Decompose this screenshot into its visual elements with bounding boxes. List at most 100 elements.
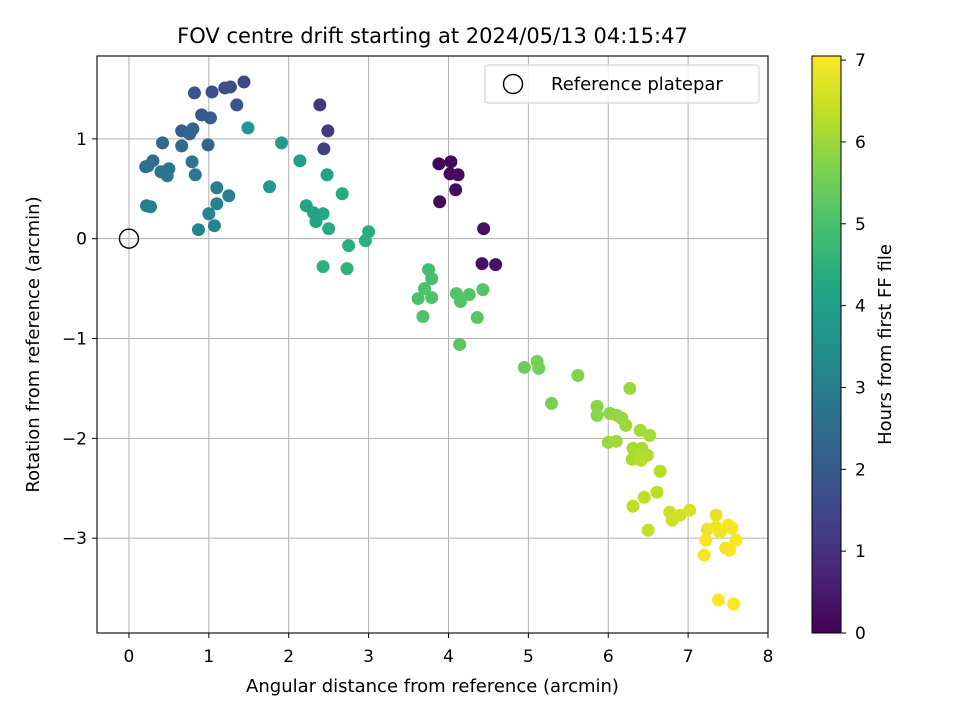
data-point <box>453 338 467 351</box>
legend-box <box>484 64 760 104</box>
y-tick-label: −1 <box>62 330 87 350</box>
data-point <box>411 292 425 306</box>
x-tick-label: 5 <box>523 647 534 667</box>
data-point <box>188 168 202 182</box>
data-point <box>191 223 205 237</box>
y-tick-label: −3 <box>62 529 87 549</box>
data-point <box>545 396 559 410</box>
data-point <box>237 75 251 89</box>
data-point <box>205 85 219 99</box>
data-point <box>222 189 236 203</box>
data-point <box>275 136 289 150</box>
data-point <box>263 180 277 194</box>
data-point <box>418 282 432 296</box>
data-point <box>590 399 604 413</box>
data-point <box>293 154 307 168</box>
colorbar-tick-label: 7 <box>855 51 866 71</box>
data-point <box>590 408 604 422</box>
data-point <box>626 499 640 513</box>
data-point <box>637 490 651 504</box>
data-point <box>683 503 697 517</box>
data-point <box>650 485 664 499</box>
x-tick-label: 1 <box>203 647 214 667</box>
x-tick-label: 8 <box>763 647 774 667</box>
legend-marker <box>502 73 524 95</box>
colorbar-tick-label: 4 <box>855 297 866 317</box>
y-tick-label: 1 <box>76 130 87 150</box>
data-point <box>729 533 743 547</box>
data-point <box>641 523 655 537</box>
legend-label: Reference platepar <box>551 74 723 95</box>
data-point <box>711 593 725 607</box>
data-point <box>475 257 489 271</box>
data-point <box>532 361 546 375</box>
y-tick-label: −2 <box>62 429 87 449</box>
data-point <box>699 533 713 547</box>
data-point <box>185 155 199 169</box>
x-axis: 0 1 2 3 4 5 6 7 8 <box>124 633 774 667</box>
x-axis-label: Angular distance from reference (arcmin) <box>246 676 619 697</box>
data-point <box>320 168 334 182</box>
data-point <box>316 207 330 221</box>
data-point <box>477 222 491 236</box>
data-point <box>321 124 335 138</box>
data-point <box>709 508 723 522</box>
legend: Reference platepar <box>484 64 760 104</box>
data-point <box>476 283 490 297</box>
data-point <box>470 311 484 325</box>
data-point <box>342 239 356 253</box>
x-tick-label: 3 <box>363 647 374 667</box>
data-point <box>203 111 217 125</box>
chart-title: FOV centre drift starting at 2024/05/13 … <box>177 24 688 48</box>
data-point <box>425 272 439 286</box>
colorbar-tick-label: 2 <box>855 460 866 480</box>
data-point <box>609 434 623 448</box>
data-point <box>697 548 711 562</box>
colorbar: 0 1 2 3 4 5 6 7 Hours from first FF file <box>811 51 896 644</box>
data-point <box>358 234 372 248</box>
data-point <box>517 360 531 374</box>
data-point <box>634 453 648 467</box>
colorbar-tick-label: 5 <box>855 215 866 235</box>
data-point <box>673 508 687 522</box>
data-point <box>449 183 463 197</box>
data-point <box>139 160 153 174</box>
x-tick-label: 7 <box>683 647 694 667</box>
data-point <box>416 310 430 324</box>
data-point <box>218 81 232 95</box>
colorbar-tick-label: 6 <box>855 133 866 153</box>
data-point <box>202 207 216 221</box>
data-point <box>633 423 647 437</box>
data-point <box>175 139 189 153</box>
data-point <box>241 121 255 135</box>
reference-platepar-point <box>118 228 140 249</box>
data-point <box>623 381 637 395</box>
data-point <box>619 418 633 432</box>
colorbar-tick-label: 0 <box>855 624 866 644</box>
data-point <box>335 187 349 201</box>
data-point <box>571 368 585 382</box>
x-tick-label: 6 <box>603 647 614 667</box>
data-point <box>144 200 158 214</box>
x-tick-label: 0 <box>124 647 135 667</box>
data-point <box>451 168 465 182</box>
data-point <box>444 155 458 169</box>
y-axis-label: Rotation from reference (arcmin) <box>23 196 44 492</box>
data-point <box>230 98 244 112</box>
colorbar-label: Hours from first FF file <box>875 244 896 445</box>
data-point <box>425 291 439 305</box>
reference-marker <box>118 228 140 249</box>
data-point <box>207 219 221 233</box>
data-point <box>653 464 667 478</box>
colorbar-tick-label: 1 <box>855 542 866 562</box>
data-point <box>725 521 739 535</box>
data-point <box>322 222 336 236</box>
colorbar-tick-label: 3 <box>855 378 866 398</box>
grid <box>97 56 769 633</box>
data-point <box>432 157 446 171</box>
data-point <box>453 295 467 309</box>
data-point <box>462 288 476 302</box>
x-tick-label: 2 <box>283 647 294 667</box>
data-points <box>139 75 743 611</box>
